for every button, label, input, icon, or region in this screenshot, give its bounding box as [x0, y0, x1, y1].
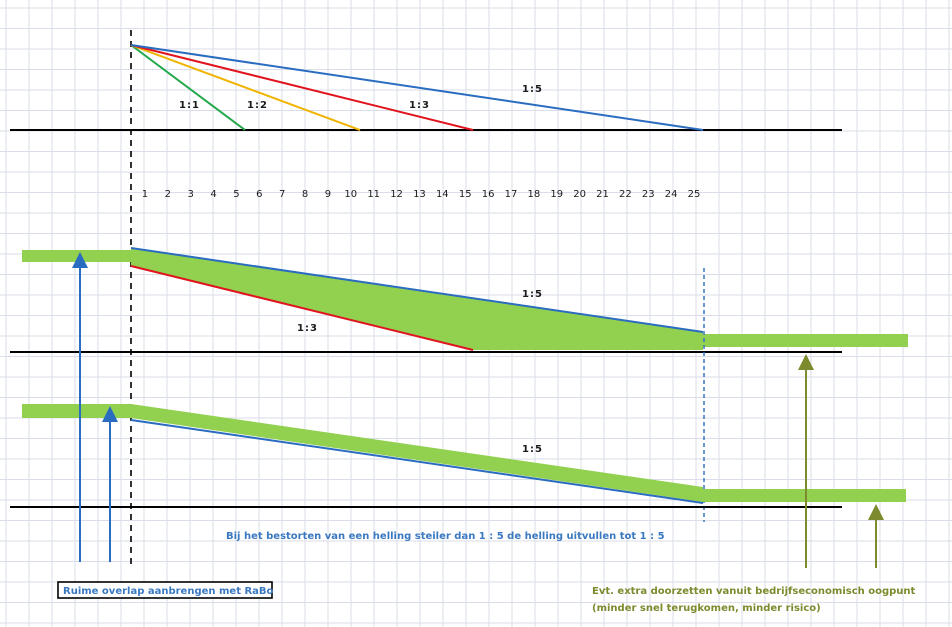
- slope-label-1-3: 1:3: [409, 100, 430, 111]
- note-box: [57, 581, 273, 599]
- fill-wedge-3: [131, 404, 703, 502]
- axis-number: 13: [413, 189, 426, 200]
- fill-left-platform-3: [22, 404, 131, 418]
- axis-number: 2: [165, 189, 171, 200]
- section2-label-1-5: 1:5: [522, 289, 543, 300]
- axis-number: 14: [436, 189, 449, 200]
- fill-right-platform-3: [703, 489, 906, 502]
- slope-line-1-1: [130, 44, 246, 131]
- axis-number: 19: [550, 189, 563, 200]
- axis-number: 24: [665, 189, 678, 200]
- axis-number: 23: [642, 189, 655, 200]
- axis-number: 7: [279, 189, 285, 200]
- axis-number: 1: [142, 189, 148, 200]
- axis-number: 5: [233, 189, 239, 200]
- distance-axis-numbers: 1 2 3 4 5 6 7 8 9 10 11 12 13 14 15 16 17 18 19 20 21 22 23 24 2…: [142, 189, 701, 200]
- axis-number: 9: [325, 189, 331, 200]
- axis-number: 16: [482, 189, 495, 200]
- slope-line-1-5-section3: [130, 419, 704, 504]
- note-box-text: Ruime overlap aanbrengen met RaBo: [63, 586, 274, 597]
- axis-number: 22: [619, 189, 632, 200]
- slope-label-1-5: 1:5: [522, 84, 543, 95]
- section3-label-1-5: 1:5: [522, 444, 543, 455]
- axis-number: 25: [688, 189, 701, 200]
- fill-right-platform-2: [703, 334, 908, 347]
- section2-label-1-3: 1:3: [297, 323, 318, 334]
- note-green-line1: Evt. extra doorzetten vanuit bedrijfseco…: [592, 586, 916, 597]
- axis-number: 20: [573, 189, 586, 200]
- slope-line-1-5-section2: [130, 247, 704, 333]
- fill-wedge-2: [131, 248, 703, 350]
- axis-number: 8: [302, 189, 308, 200]
- axis-number: 18: [527, 189, 540, 200]
- slope-label-1-1: 1:1: [179, 100, 200, 111]
- axis-number: 10: [344, 189, 357, 200]
- axis-number: 4: [210, 189, 216, 200]
- note-green-line2: (minder snel terugkomen, minder risico): [592, 603, 821, 614]
- fill-left-platform-2: [22, 250, 131, 262]
- axis-number: 15: [459, 189, 472, 200]
- axis-number: 3: [187, 189, 193, 200]
- axis-number: 6: [256, 189, 262, 200]
- axis-number: 21: [596, 189, 609, 200]
- slope-label-1-2: 1:2: [247, 100, 268, 111]
- slope-line-1-2: [130, 44, 361, 131]
- slope-line-1-3-section2: [130, 265, 474, 351]
- axis-number: 17: [505, 189, 518, 200]
- slope-line-1-3: [130, 44, 474, 131]
- slope-line-1-5: [130, 44, 704, 131]
- axis-number: 12: [390, 189, 403, 200]
- note-blue-text: Bij het bestorten van een helling steile…: [226, 531, 665, 542]
- axis-number: 11: [367, 189, 380, 200]
